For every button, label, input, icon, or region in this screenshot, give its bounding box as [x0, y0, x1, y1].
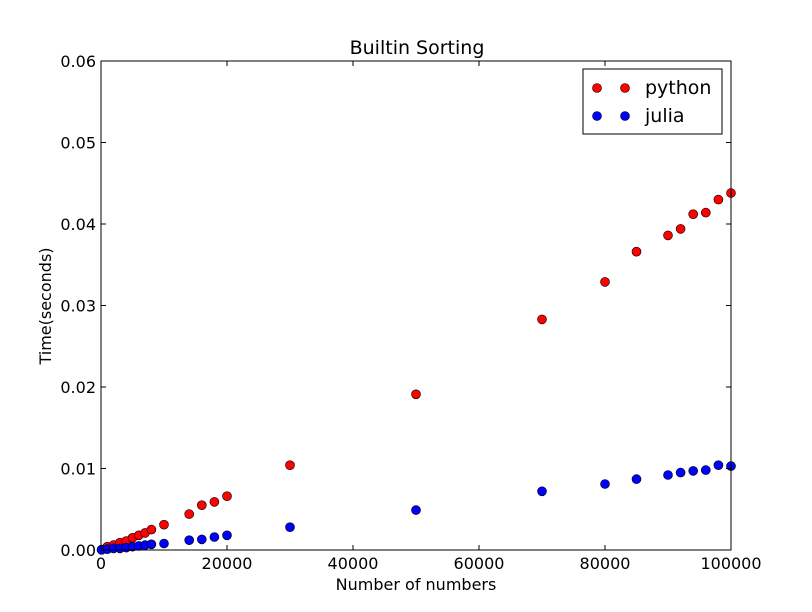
point-julia-15	[411, 505, 421, 515]
x-tick-label: 80000	[580, 554, 631, 573]
point-python-8	[146, 524, 157, 535]
point-python-10	[184, 509, 194, 519]
point-julia-21	[688, 466, 699, 476]
legend-box	[582, 68, 723, 135]
point-python-12	[209, 497, 220, 507]
y-tick-label: 0.04	[60, 215, 96, 234]
point-julia-11	[197, 534, 207, 545]
x-tick-label: 40000	[328, 554, 379, 573]
point-python-16	[537, 314, 547, 325]
point-julia-9	[159, 538, 169, 549]
point-julia-8	[146, 539, 157, 550]
point-python-14	[285, 460, 295, 471]
y-axis-label: Time(seconds)	[36, 247, 55, 365]
point-julia-16	[537, 486, 547, 497]
point-julia-14	[285, 522, 295, 533]
point-python-15	[411, 389, 421, 400]
point-julia-12	[209, 532, 220, 542]
legend-marker-julia	[620, 111, 630, 121]
point-python-19	[663, 230, 673, 241]
chart-title: Builtin Sorting	[350, 37, 485, 59]
y-tick-label: 0.05	[60, 134, 96, 153]
point-julia-20	[675, 467, 686, 478]
x-tick-label: 20000	[202, 554, 253, 573]
x-axis-label: Number of numbers	[336, 575, 497, 594]
y-tick-label: 0.01	[60, 460, 96, 479]
x-tick-label: 0	[96, 554, 106, 573]
point-julia-22	[700, 465, 711, 475]
legend-label-julia: julia	[644, 105, 685, 127]
point-python-22	[700, 207, 711, 218]
point-julia-10	[184, 535, 194, 546]
point-python-13	[222, 491, 232, 502]
legend-marker-python	[620, 83, 630, 93]
point-python-23	[713, 194, 724, 205]
axis-ticks: 0 20000 40000 60000 80000 100000 0.00 0.01 0.02 0…	[60, 52, 761, 573]
point-python-17	[600, 277, 610, 287]
point-julia-23	[713, 460, 724, 471]
legend-marker-python	[592, 83, 602, 93]
point-julia-18	[631, 474, 642, 484]
point-julia-19	[663, 470, 673, 480]
x-tick-label: 100000	[700, 554, 761, 573]
point-python-20	[675, 224, 686, 234]
legend-label-python: python	[645, 77, 711, 99]
plot-marks	[96, 188, 736, 555]
point-python-9	[159, 519, 169, 530]
point-python-21	[688, 209, 699, 219]
y-tick-label: 0.00	[60, 541, 96, 560]
y-tick-label: 0.02	[60, 378, 96, 397]
point-python-11	[197, 500, 207, 511]
point-python-18	[631, 246, 642, 257]
y-tick-label: 0.06	[60, 52, 96, 71]
point-julia-13	[222, 530, 232, 541]
point-julia-17	[600, 479, 610, 489]
legend: python julia	[582, 68, 723, 135]
y-tick-label: 0.03	[60, 297, 96, 316]
x-tick-label: 60000	[454, 554, 505, 573]
legend-marker-julia	[592, 111, 602, 121]
